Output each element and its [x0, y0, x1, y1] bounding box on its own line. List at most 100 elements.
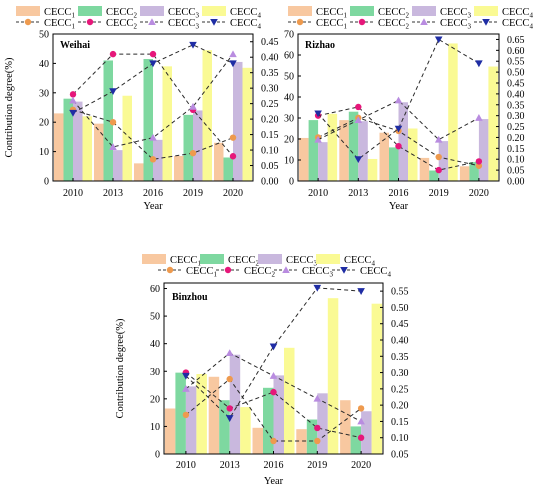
point-cecc1-2020 — [357, 405, 365, 412]
point-cecc1-2020 — [229, 134, 237, 141]
y-tick-label: 60 — [284, 51, 294, 62]
y2-tick-label: 0.20 — [507, 133, 525, 144]
legend-line-label: CECC3 — [440, 18, 471, 31]
legend-line-marker — [282, 266, 290, 273]
bar-cecc2-2019 — [306, 419, 318, 454]
legend-line-label: CECC2 — [244, 266, 275, 279]
bar-cecc4-2016 — [284, 347, 295, 454]
y2-tick-label: 0.00 — [507, 177, 525, 188]
legend-bar-swatch — [78, 6, 102, 16]
point-cecc2-2016 — [149, 50, 157, 58]
x-axis-label: Year — [143, 201, 163, 212]
bar-cecc2-2013 — [219, 400, 230, 454]
legend-bar-label: CECC1 — [316, 7, 347, 20]
point-cecc3-2020 — [357, 417, 365, 425]
bar-cecc3-2016 — [273, 375, 284, 454]
y2-tick-label: 0.30 — [261, 84, 279, 95]
legend-line-marker — [340, 267, 348, 274]
point-cecc4-2016 — [269, 343, 278, 351]
legend-bar-label: CECC1 — [44, 7, 75, 20]
y-tick-label: 30 — [150, 367, 160, 378]
bar-cecc3-2020 — [478, 119, 489, 181]
y2-tick-label: 0.15 — [261, 130, 279, 141]
x-tick-label: 2020 — [351, 460, 371, 471]
legend-bar-label: CECC4 — [502, 7, 533, 20]
x-axis-label: Year — [389, 201, 409, 212]
bar-cecc3-2020 — [233, 61, 243, 181]
bar-cecc1-2019 — [296, 429, 307, 454]
y-axis-label: Contribution degree(%) — [4, 57, 15, 158]
y-tick-label: 40 — [284, 93, 294, 104]
y-tick-label: 10 — [39, 147, 49, 158]
y2-tick-label: 0.15 — [507, 144, 525, 155]
bar-cecc4-2019 — [327, 298, 339, 454]
bar-cecc1-2016 — [252, 427, 263, 454]
bar-cecc1-2013 — [94, 123, 104, 181]
legend-bar-swatch — [288, 6, 312, 16]
legend-bar-swatch — [16, 6, 40, 16]
point-cecc4-2013 — [109, 88, 117, 96]
legend-line-marker — [224, 266, 232, 274]
legend-bar-label: CECC3 — [440, 7, 471, 20]
y2-tick-label: 0.45 — [507, 79, 525, 90]
point-cecc2-2010 — [69, 91, 77, 98]
legend-line-label: CECC4 — [230, 18, 261, 31]
point-cecc3-2010 — [69, 96, 77, 104]
bar-cecc3-2019 — [317, 393, 328, 454]
bar-cecc1-2016 — [134, 163, 144, 181]
bar-cecc2-2020 — [223, 157, 233, 181]
bar-cecc2-2020 — [350, 426, 362, 454]
legend: CECC1 CECC2 CECC3 CECC4 CECC1 CECC2 CECC3 CECC4 — [288, 6, 533, 31]
y-tick-label: 30 — [39, 88, 49, 99]
point-cecc4-2019 — [313, 284, 322, 292]
point-cecc3-2013 — [109, 143, 117, 150]
legend-bar-swatch — [140, 6, 164, 16]
y2-tick-label: 0.50 — [507, 68, 525, 79]
y2-tick-label: 0.35 — [391, 352, 409, 363]
bar-cecc1-2010 — [299, 137, 309, 181]
legend-bar-label: CECC3 — [286, 255, 317, 268]
y2-tick-label: 0.20 — [391, 401, 409, 412]
legend-bar-label: CECC4 — [344, 255, 375, 268]
bar-cecc3-2013 — [358, 121, 368, 181]
bar-cecc3-2019 — [193, 110, 203, 181]
legend-line-label: CECC1 — [44, 18, 75, 31]
x-axis-label: Year — [264, 476, 284, 487]
point-cecc3-2019 — [434, 135, 443, 143]
y-tick-label: 70 — [284, 30, 294, 41]
legend: CECC1 CECC2 CECC3 CECC4 CECC1 CECC2 CECC3 CECC4 — [142, 254, 391, 279]
bar-cecc4-2013 — [122, 95, 132, 181]
point-cecc4-2020 — [475, 60, 483, 68]
bar-cecc2-2016 — [389, 147, 399, 181]
y2-tick-label: 0.05 — [261, 161, 279, 172]
y-tick-label: 20 — [39, 118, 49, 129]
point-cecc4-2020 — [357, 288, 365, 295]
bar-cecc1-2016 — [379, 132, 389, 181]
bar-cecc4-2010 — [327, 113, 338, 181]
x-tick-label: 2010 — [308, 188, 328, 199]
bar-cecc3-2016 — [398, 102, 408, 181]
y-axis-label: Contribution degree(%) — [115, 318, 126, 419]
chart-panel-rizhao: CECC1 CECC2 CECC3 CECC4 CECC1 CECC2 CECC3 CECC4… — [284, 6, 533, 212]
point-cecc2-2016 — [395, 142, 402, 150]
y2-tick-label: 0.25 — [391, 384, 409, 395]
line-cecc4 — [317, 38, 480, 160]
bar-cecc4-2020 — [242, 67, 252, 181]
legend-bar-swatch — [202, 6, 226, 16]
bar-cecc1-2020 — [459, 166, 470, 181]
legend-bar-swatch — [412, 6, 436, 16]
point-cecc3-2013 — [225, 349, 234, 357]
point-cecc4-2016 — [394, 125, 403, 133]
bar-cecc3-2013 — [113, 150, 123, 181]
point-cecc2-2013 — [355, 103, 362, 111]
bar-cecc3-2010 — [318, 142, 328, 181]
y2-tick-label: 0.55 — [391, 287, 409, 298]
bar-cecc1-2013 — [208, 376, 220, 454]
bar-cecc4-2016 — [162, 66, 172, 181]
y-tick-label: 40 — [150, 339, 160, 350]
x-tick-label: 2019 — [183, 188, 203, 199]
y-tick-label: 50 — [39, 30, 49, 41]
y2-tick-label: 0.35 — [261, 68, 279, 79]
chart-panel-binzhou: CECC1 CECC2 CECC3 CECC4 CECC1 CECC2 CECC3 CECC4… — [115, 254, 409, 487]
